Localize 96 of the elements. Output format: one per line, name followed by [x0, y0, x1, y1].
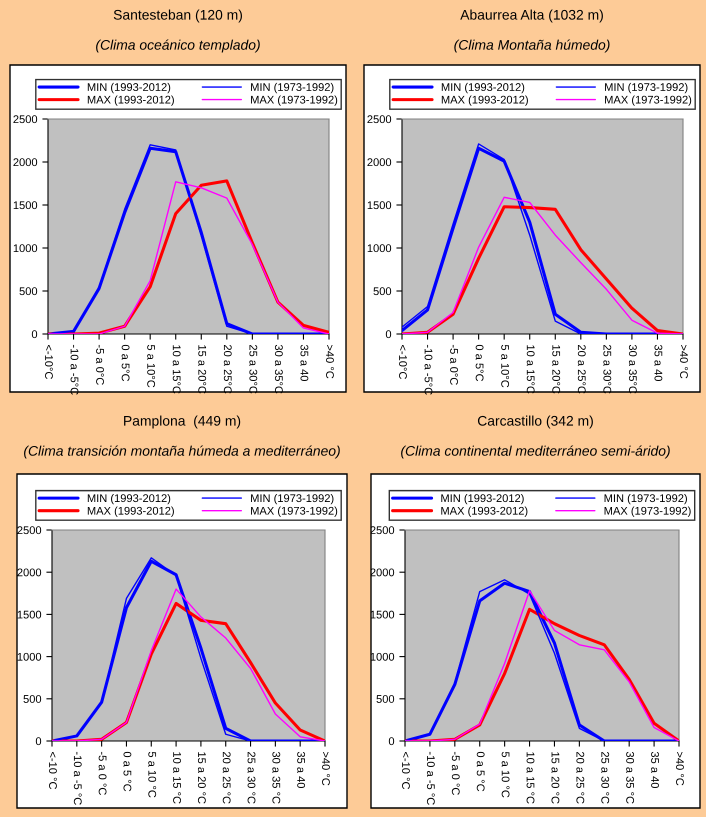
y-tick-label: 2000	[17, 568, 42, 576]
x-tick-label: <-10°C	[45, 344, 53, 380]
y-tick-label: 2500	[367, 115, 392, 124]
y-tick-label: 2000	[370, 568, 394, 576]
legend-label: MIN (1993-2012)	[88, 494, 170, 504]
y-tick-label: 1500	[370, 610, 394, 619]
legend-label: MAX (1993-2012)	[442, 95, 528, 106]
legend-label: MAX (1973-1992)	[605, 95, 692, 106]
chart-subtitle: (Clima continental mediterráneo semi-árido)	[401, 445, 670, 459]
x-tick-label: 35 a 40	[297, 752, 306, 788]
y-tick-label: 2500	[17, 526, 42, 534]
x-tick-label: 10 a 15 °C	[173, 752, 181, 804]
y-tick-label: 500	[23, 695, 42, 703]
legend-label: MAX (1993-2012)	[88, 95, 174, 106]
y-tick-label: 0	[388, 737, 394, 746]
chart-subtitle: (Clima transición montaña húmeda a mediterráneo)	[24, 445, 340, 459]
x-tick-label: 5 a 10 °C	[502, 752, 510, 798]
y-tick-label: 0	[386, 330, 392, 338]
x-tick-label: 35 a 40	[654, 344, 662, 382]
legend-label: MIN (1973-1992)	[605, 82, 688, 94]
legend-label: MIN (1993-2012)	[441, 494, 524, 504]
x-tick-label: 20 a 25 °C	[576, 752, 584, 804]
x-tick-label: 30 a 35 °C	[626, 752, 634, 804]
x-tick-label: 15 a 20°C	[552, 345, 560, 394]
x-tick-label: 25 a 30°C	[603, 344, 612, 394]
legend-label: MAX (1993-2012)	[88, 506, 174, 517]
x-tick-label: 25 a 30 °C	[248, 752, 256, 804]
legend-label: MIN (1993-2012)	[88, 82, 170, 94]
chart-title: Carcastillo (342 m)	[478, 416, 593, 428]
x-tick-label: -5 a 0 °C	[98, 752, 107, 795]
legend-label: MIN (1993-2012)	[442, 82, 524, 94]
x-tick-label: 25 a 30 °C	[601, 752, 610, 804]
legend-label: MAX (1993-2012)	[441, 506, 528, 517]
x-tick-label: -10 a -5°C	[424, 344, 432, 395]
y-tick-label: 500	[19, 287, 38, 296]
x-tick-label: 10 a 15°C	[172, 345, 181, 394]
chart-subtitle: (Clima oceánico templado)	[96, 39, 260, 53]
x-tick-label: >40 °C	[326, 344, 334, 378]
legend-label: MAX (1973-1992)	[251, 506, 338, 517]
y-tick-label: 2000	[367, 158, 392, 166]
y-tick-label: 0	[36, 737, 42, 746]
y-tick-label: 500	[373, 287, 392, 296]
y-tick-label: 0	[32, 330, 38, 338]
x-tick-label: >40 °C	[322, 752, 330, 786]
x-tick-label: <-10 °C	[49, 752, 57, 790]
x-tick-label: 5 a 10°C	[147, 344, 156, 388]
x-tick-label: 35 a 40	[300, 344, 308, 382]
x-tick-label: -10 a -5°C	[70, 344, 78, 395]
x-tick-label: 20 a 25°C	[224, 344, 232, 394]
x-tick-label: 20 a 25 °C	[222, 752, 231, 804]
y-tick-label: 1000	[18, 652, 42, 661]
x-tick-label: 15 a 20°C	[198, 345, 206, 394]
legend-label: MIN (1973-1992)	[251, 494, 334, 504]
x-tick-label: -5 a 0°C	[450, 344, 458, 385]
x-tick-label: 15 a 20 °C	[551, 752, 560, 804]
x-tick-label: 5 a 10°C	[501, 344, 510, 388]
x-tick-label: >40 °C	[676, 752, 684, 786]
chart-title: Pamplona (449 m)	[124, 416, 240, 428]
y-tick-label: 1500	[14, 201, 38, 210]
y-tick-label: 2000	[13, 158, 38, 166]
x-tick-label: 0 a 5°C	[122, 344, 130, 382]
x-tick-label: 25 a 30°C	[249, 344, 258, 394]
y-tick-label: 1500	[368, 201, 392, 210]
y-tick-label: 500	[376, 695, 394, 703]
x-tick-label: >40 °C	[680, 344, 688, 378]
y-tick-label: 2500	[370, 526, 394, 534]
y-tick-label: 1000	[14, 244, 38, 252]
x-tick-label: 30 a 35°C	[628, 344, 637, 394]
legend-label: MIN (1973-1992)	[251, 82, 334, 94]
y-tick-label: 1000	[370, 652, 394, 661]
x-tick-label: 30 a 35°C	[274, 344, 283, 394]
x-tick-label: 10 a 15°C	[526, 345, 535, 394]
x-tick-label: -5 a 0 °C	[452, 752, 460, 795]
x-tick-label: 30 a 35 °C	[272, 752, 280, 804]
x-tick-label: -10 a -5 °C	[426, 752, 435, 805]
x-tick-label: <-10°C	[399, 344, 407, 380]
x-tick-label: 10 a 15 °C	[526, 752, 534, 804]
x-tick-label: 20 a 25°C	[578, 344, 586, 394]
legend-label: MAX (1973-1992)	[604, 506, 691, 517]
x-tick-label: 35 a 40	[651, 752, 659, 788]
x-tick-label: -10 a -5 °C	[74, 752, 82, 805]
x-tick-label: 15 a 20 °C	[198, 752, 206, 804]
y-tick-label: 2500	[13, 115, 38, 124]
x-tick-label: <-10 °C	[402, 752, 410, 790]
legend-label: MIN (1973-1992)	[604, 494, 687, 504]
x-tick-label: -5 a 0°C	[96, 344, 104, 385]
chart-subtitle: (Clima Montaña húmedo)	[454, 39, 610, 53]
y-tick-label: 1500	[18, 610, 42, 619]
chart-title: Abaurrea Alta (1032 m)	[460, 10, 603, 22]
x-tick-label: 0 a 5 °C	[123, 752, 132, 792]
legend-label: MAX (1973-1992)	[251, 95, 338, 106]
chart-title: Santesteban (120 m)	[114, 10, 242, 22]
x-tick-label: 0 a 5°C	[476, 344, 484, 382]
x-tick-label: 5 a 10 °C	[148, 752, 156, 798]
y-tick-label: 1000	[368, 244, 392, 252]
x-tick-label: 0 a 5 °C	[476, 752, 485, 792]
